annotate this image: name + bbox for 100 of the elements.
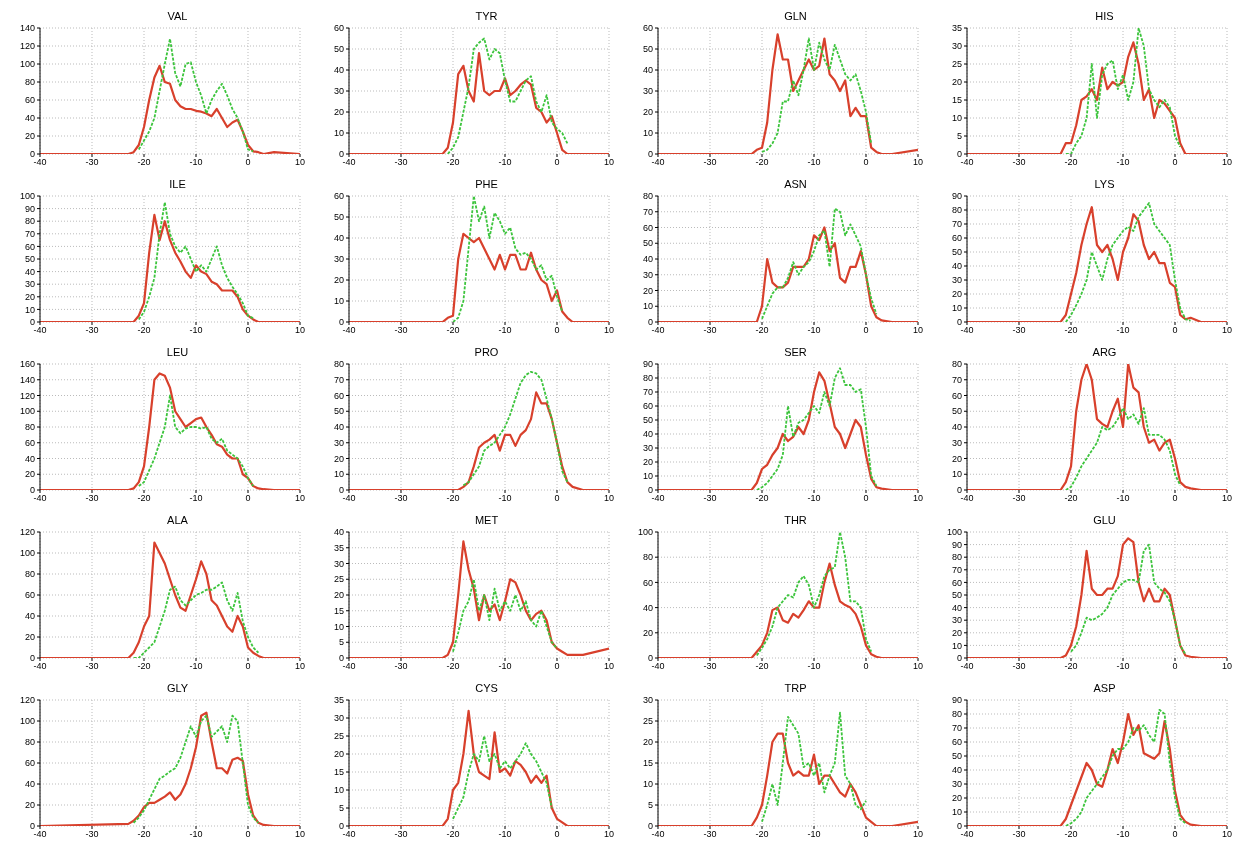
- x-tick-label: 0: [554, 325, 560, 336]
- y-tick-label: 20: [642, 285, 653, 296]
- y-tick-label: 5: [338, 803, 344, 814]
- line-series: [1064, 407, 1182, 490]
- y-tick-label: 20: [24, 469, 35, 480]
- x-tick-label: -10: [189, 157, 203, 168]
- y-tick-label: 100: [19, 716, 35, 727]
- line-series: [462, 370, 569, 487]
- y-tick-label: 120: [19, 41, 35, 52]
- chart-title: ARG: [1091, 345, 1118, 360]
- x-tick-label: -40: [651, 325, 665, 336]
- x-tick-label: -20: [137, 325, 151, 336]
- x-tick-label: -30: [394, 157, 408, 168]
- y-tick-label: 30: [333, 437, 344, 448]
- x-tick-label: -40: [33, 661, 47, 672]
- x-tick-label: -20: [1064, 829, 1078, 840]
- y-tick-label: 120: [19, 695, 35, 706]
- line-series: [755, 367, 878, 490]
- y-tick-label: 80: [951, 205, 962, 216]
- y-tick-label: 0: [29, 149, 35, 160]
- chart-title: LYS: [1093, 177, 1116, 192]
- line-series: [446, 37, 569, 154]
- y-tick-label: 20: [333, 275, 344, 286]
- y-tick-label: 40: [951, 261, 962, 272]
- y-tick-label: 60: [333, 390, 344, 401]
- chart-title: LEU: [165, 345, 190, 360]
- x-tick-label: -20: [446, 493, 460, 504]
- y-tick-label: 80: [642, 373, 653, 384]
- y-tick-label: 40: [24, 779, 35, 790]
- y-tick-label: 90: [951, 191, 962, 202]
- x-tick-label: -40: [33, 325, 47, 336]
- x-tick-label: -40: [342, 661, 356, 672]
- y-tick-label: 70: [951, 723, 962, 734]
- y-tick-label: 60: [642, 23, 653, 34]
- y-tick-label: 60: [951, 577, 962, 588]
- y-tick-label: 50: [24, 254, 35, 265]
- y-tick-label: 100: [19, 406, 35, 417]
- y-tick-label: 70: [951, 374, 962, 385]
- chart-title: SER: [783, 345, 808, 360]
- chart-title: VAL: [166, 9, 189, 24]
- y-tick-label: 0: [956, 653, 962, 664]
- y-tick-label: 15: [333, 605, 344, 616]
- y-tick-label: 0: [647, 485, 653, 496]
- x-tick-label: -30: [1012, 325, 1026, 336]
- x-tick-label: -20: [446, 325, 460, 336]
- chart-title: ASN: [783, 177, 808, 192]
- y-tick-label: 10: [951, 469, 962, 480]
- x-tick-label: -10: [498, 157, 512, 168]
- x-tick-label: -10: [189, 493, 203, 504]
- y-tick-label: 10: [951, 303, 962, 314]
- y-tick-label: 160: [19, 359, 35, 370]
- y-tick-label: 60: [951, 737, 962, 748]
- y-tick-label: 100: [946, 527, 962, 538]
- x-tick-label: -20: [446, 661, 460, 672]
- x-tick-label: -30: [703, 493, 717, 504]
- y-tick-label: 20: [333, 453, 344, 464]
- x-tick-label: -10: [1116, 493, 1130, 504]
- y-tick-label: 15: [642, 758, 653, 769]
- x-tick-label: -20: [1064, 157, 1078, 168]
- y-tick-label: 30: [642, 269, 653, 280]
- y-tick-label: 0: [29, 485, 35, 496]
- x-tick-label: -20: [755, 829, 769, 840]
- y-tick-label: 20: [333, 107, 344, 118]
- y-tick-label: 90: [951, 539, 962, 550]
- x-tick-label: 10: [1221, 829, 1233, 840]
- y-tick-label: 10: [333, 785, 344, 796]
- y-tick-label: 120: [19, 527, 35, 538]
- y-tick-label: 50: [951, 247, 962, 258]
- y-tick-label: 30: [333, 558, 344, 569]
- chart-title: HIS: [1094, 9, 1115, 24]
- x-tick-label: -10: [807, 493, 821, 504]
- x-tick-label: 10: [603, 829, 615, 840]
- line-series: [137, 201, 255, 321]
- x-tick-label: -10: [807, 325, 821, 336]
- x-tick-label: 10: [603, 325, 615, 336]
- y-tick-label: 20: [642, 627, 653, 638]
- x-tick-label: 10: [294, 661, 306, 672]
- y-tick-label: 30: [642, 443, 653, 454]
- y-tick-label: 40: [951, 602, 962, 613]
- x-tick-label: -30: [85, 325, 99, 336]
- y-tick-label: 50: [951, 590, 962, 601]
- y-tick-label: 140: [19, 23, 35, 34]
- y-tick-label: 80: [24, 77, 35, 88]
- x-tick-label: -10: [189, 829, 203, 840]
- y-tick-label: 80: [951, 709, 962, 720]
- y-tick-label: 40: [24, 266, 35, 277]
- x-tick-label: -40: [960, 157, 974, 168]
- y-tick-label: 10: [951, 640, 962, 651]
- chart-title: TYR: [474, 9, 499, 24]
- x-tick-label: 0: [245, 661, 251, 672]
- y-tick-label: 30: [333, 254, 344, 265]
- y-tick-label: 100: [19, 59, 35, 70]
- y-tick-label: 120: [19, 390, 35, 401]
- y-tick-label: 30: [951, 437, 962, 448]
- x-tick-label: 0: [245, 325, 251, 336]
- chart-title: TRP: [783, 681, 808, 696]
- y-tick-label: 60: [24, 590, 35, 601]
- line-series: [761, 37, 873, 153]
- y-tick-label: 40: [642, 254, 653, 265]
- y-tick-label: 20: [642, 107, 653, 118]
